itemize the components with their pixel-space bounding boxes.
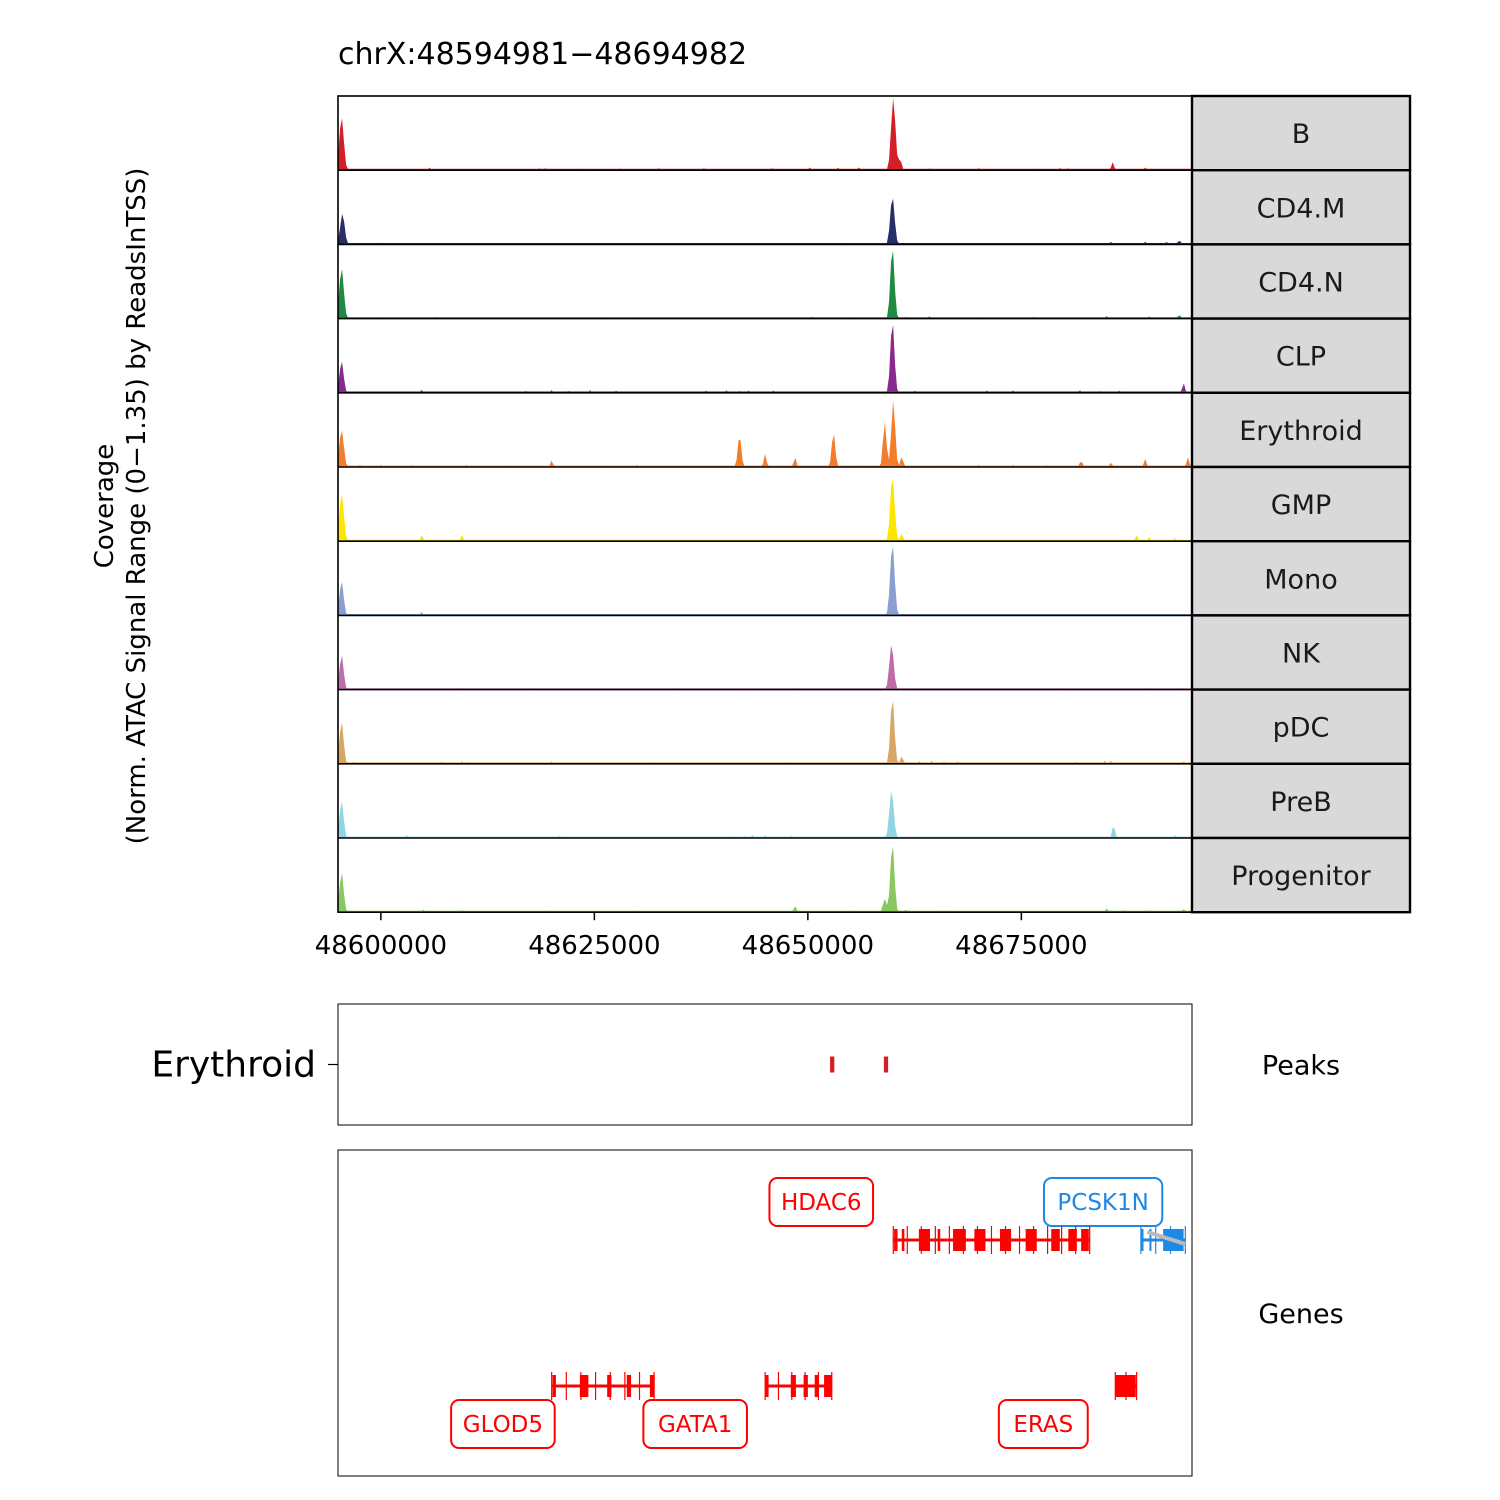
- x-axis: 48600000 48625000 48650000 48675000: [315, 912, 1088, 961]
- track-plot-area-mono: [338, 541, 1192, 616]
- peaks-panel-border: [337, 1003, 1193, 1126]
- exon-hdac6: [953, 1229, 966, 1251]
- exon-glod5: [607, 1375, 612, 1397]
- track-strip-pdc: [1190, 688, 1412, 765]
- track-cd4-m: CD4.M: [338, 168, 1412, 246]
- track-label-erythroid: Erythroid: [1239, 416, 1363, 447]
- exon-gata1: [814, 1375, 819, 1397]
- gene-gata1: GATA1: [642, 1372, 833, 1449]
- exon-hdac6: [974, 1229, 986, 1251]
- exon-pcsk1n: [1140, 1229, 1144, 1251]
- track-plot-area-cd4-n: [338, 244, 1192, 319]
- exon-gata1: [824, 1375, 832, 1397]
- track-plot-area-clp: [338, 318, 1192, 393]
- x-tick-label: 48650000: [742, 931, 874, 961]
- exon-hdac6: [1000, 1229, 1012, 1251]
- track-strip-cd4-m: [1190, 168, 1412, 246]
- genes-panel: Genes PCSK1N HDAC6 GLOD5 GATA1 ERAS: [337, 1149, 1344, 1477]
- exon-hdac6: [937, 1229, 941, 1251]
- track-mono: Mono: [338, 540, 1412, 617]
- exon-hdac6: [894, 1229, 898, 1251]
- gene-label-box-pcsk1n: [1042, 1177, 1164, 1227]
- genes-panel-label: Genes: [1258, 1299, 1343, 1330]
- x-tick-label: 48625000: [528, 931, 660, 961]
- track-plot-area-cd4-m: [338, 170, 1192, 245]
- gene-label-box-gata1: [642, 1399, 748, 1449]
- gene-label-box-eras: [997, 1399, 1089, 1449]
- track-nk: NK: [338, 614, 1412, 691]
- track-strip-gmp: [1190, 465, 1412, 543]
- gene-glod5: GLOD5: [450, 1372, 655, 1449]
- coverage-tracks: B CD4.M CD4.N CLP Erythroid GMP Mono NK pDC PreB P…: [337, 94, 1412, 914]
- track-label-gmp: GMP: [1271, 490, 1332, 521]
- peak-region: [830, 1056, 835, 1073]
- track-plot-area-preb: [338, 763, 1192, 838]
- track-erythroid: Erythroid: [338, 391, 1412, 469]
- track-gmp: GMP: [338, 465, 1412, 543]
- track-plot-area-b: [338, 96, 1192, 171]
- chart-title: chrX:48594981−48694982: [338, 37, 747, 72]
- peak-region: [883, 1056, 889, 1073]
- gene-label-box-glod5: [450, 1399, 556, 1449]
- peaks-panel-label: Peaks: [1262, 1051, 1340, 1082]
- exon-gata1: [790, 1375, 796, 1397]
- exon-pcsk1n: [1149, 1229, 1152, 1251]
- exon-hdac6: [918, 1229, 930, 1251]
- gene-label-gata1: GATA1: [658, 1412, 732, 1438]
- track-plot-area-gmp: [338, 467, 1192, 542]
- track-label-nk: NK: [1282, 639, 1321, 670]
- exon-eras: [1115, 1375, 1136, 1397]
- exon-glod5: [649, 1375, 655, 1397]
- x-tick-label: 48600000: [315, 931, 447, 961]
- y-axis-label: Coverage (Norm. ATAC Signal Range (0−1.3…: [90, 168, 152, 845]
- track-label-b: B: [1292, 119, 1311, 150]
- exon-hdac6: [1051, 1229, 1060, 1251]
- strand-arrow-pcsk1n: [1146, 1230, 1186, 1246]
- exon-hdac6: [1068, 1229, 1077, 1251]
- track-pdc: pDC: [338, 688, 1412, 765]
- track-label-cd4-n: CD4.N: [1258, 268, 1344, 299]
- gene-pcsk1n: PCSK1N: [1042, 1177, 1186, 1254]
- track-preb: PreB: [338, 762, 1412, 840]
- track-b: B: [338, 94, 1412, 172]
- y-axis-label-line1: Coverage: [90, 444, 120, 569]
- gene-label-hdac6: HDAC6: [781, 1190, 862, 1216]
- gene-label-pcsk1n: PCSK1N: [1057, 1190, 1148, 1216]
- exon-hdac6: [1081, 1229, 1089, 1251]
- y-axis-label-line2: (Norm. ATAC Signal Range (0−1.35) by Rea…: [122, 168, 152, 845]
- track-strip-cd4-n: [1190, 243, 1412, 320]
- track-label-mono: Mono: [1264, 564, 1337, 595]
- track-progenitor: Progenitor: [338, 836, 1412, 914]
- exon-hdac6: [901, 1229, 905, 1251]
- track-label-pdc: pDC: [1273, 713, 1330, 744]
- track-plot-area-pdc: [338, 689, 1192, 764]
- exon-hdac6: [1025, 1229, 1037, 1251]
- track-cd4-n: CD4.N: [338, 243, 1412, 320]
- gene-label-eras: ERAS: [1013, 1412, 1073, 1438]
- exon-gata1: [765, 1375, 769, 1397]
- track-label-cd4-m: CD4.M: [1257, 193, 1346, 224]
- exon-glod5: [579, 1375, 589, 1397]
- gene-eras: ERAS: [997, 1372, 1138, 1449]
- gene-label-box-hdac6: [768, 1177, 875, 1227]
- tracks-border: [337, 95, 1193, 914]
- track-strip-erythroid: [1190, 391, 1412, 469]
- gene-label-glod5: GLOD5: [463, 1412, 543, 1438]
- peaks-panel: Erythroid Peaks: [151, 1003, 1340, 1126]
- track-plot-area-progenitor: [338, 838, 1192, 913]
- exon-glod5: [626, 1375, 632, 1397]
- peaks-row-label: Erythroid: [151, 1045, 316, 1086]
- track-label-preb: PreB: [1270, 787, 1331, 818]
- track-label-progenitor: Progenitor: [1231, 861, 1371, 892]
- exon-gata1: [803, 1375, 808, 1397]
- track-clp: CLP: [338, 317, 1412, 395]
- gene-hdac6: HDAC6: [768, 1177, 1091, 1254]
- exon-glod5: [552, 1375, 556, 1397]
- track-strip-progenitor: [1190, 836, 1412, 914]
- track-plot-area-nk: [338, 615, 1192, 690]
- track-strip-mono: [1190, 540, 1412, 617]
- track-label-clp: CLP: [1276, 342, 1326, 373]
- x-tick-label: 48675000: [955, 931, 1087, 961]
